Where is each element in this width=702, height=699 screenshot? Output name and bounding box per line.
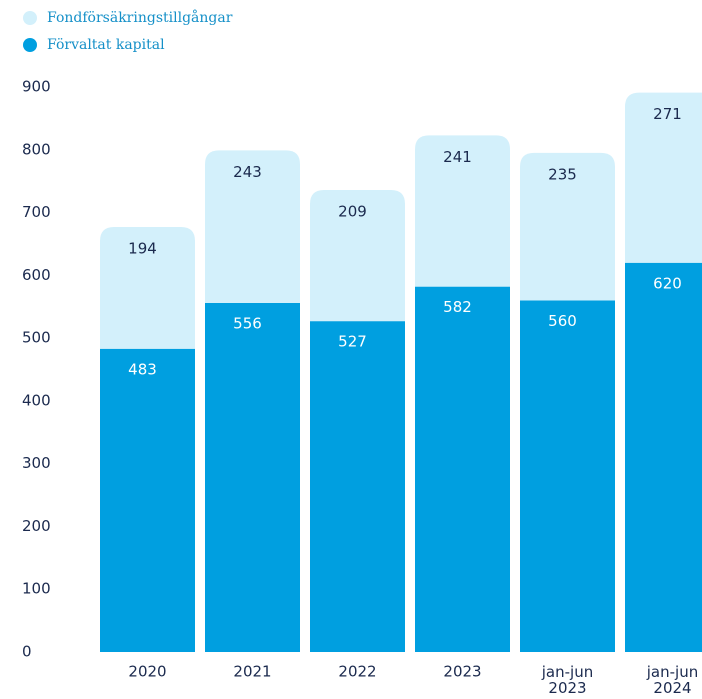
x-tick-label: 2021	[233, 663, 271, 681]
y-tick-label: 300	[22, 454, 51, 472]
bar-segment	[415, 135, 510, 287]
data-label: 483	[128, 360, 157, 378]
y-tick-label: 900	[22, 78, 51, 96]
bar-segment	[100, 226, 195, 349]
data-label: 235	[548, 165, 577, 183]
data-label: 241	[443, 148, 472, 166]
y-tick-label: 0	[22, 643, 32, 661]
data-label: 556	[233, 314, 262, 332]
y-tick-label: 100	[22, 580, 51, 598]
x-tick-label: jan-jun 2024	[646, 663, 698, 697]
data-label: 243	[233, 163, 262, 181]
y-tick-label: 800	[22, 140, 51, 158]
data-label: 620	[653, 274, 682, 292]
data-label: 271	[653, 105, 682, 123]
data-label: 582	[443, 298, 472, 316]
data-label: 194	[128, 239, 157, 257]
y-tick-label: 200	[22, 517, 51, 535]
bar-segment	[205, 302, 300, 652]
x-tick-label: jan-jun 2023	[541, 663, 593, 697]
legend-swatch	[23, 11, 37, 25]
bar-segment	[205, 150, 300, 303]
bar-segment	[625, 262, 702, 652]
bar-segment	[310, 189, 405, 322]
data-label: 209	[338, 202, 367, 220]
x-tick-label: 2023	[443, 663, 481, 681]
y-tick-label: 600	[22, 266, 51, 284]
data-label: 527	[338, 333, 367, 351]
bar-segment	[310, 321, 405, 652]
bar-segment	[415, 286, 510, 652]
bar-segment	[520, 300, 615, 652]
y-tick-label: 700	[22, 203, 51, 221]
data-label: 560	[548, 312, 577, 330]
legend-label: Fondförsäkringstillgångar	[47, 9, 233, 26]
x-tick-label: 2020	[128, 663, 166, 681]
bar-segment	[100, 348, 195, 652]
legend: Fondförsäkringstillgångar Förvaltat kapit…	[23, 9, 233, 53]
bar-segment	[625, 92, 702, 263]
legend-label: Förvaltat kapital	[47, 37, 165, 53]
y-tick-label: 400	[22, 391, 51, 409]
legend-swatch	[23, 38, 37, 52]
bar-segment	[520, 152, 615, 301]
x-tick-label: 2022	[338, 663, 376, 681]
y-tick-label: 500	[22, 329, 51, 347]
